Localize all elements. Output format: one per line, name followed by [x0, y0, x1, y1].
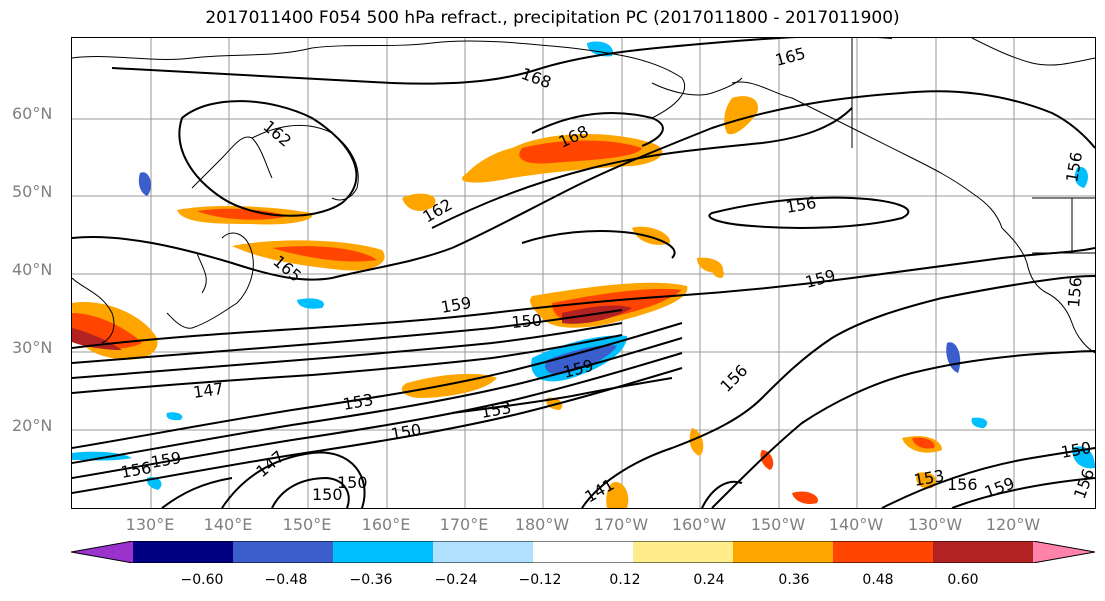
- contour-label: 147: [252, 447, 288, 481]
- lon-label: 150°E: [282, 515, 332, 534]
- map-canvas: 168 165 162 168 162 156 165 159 159 150 …: [72, 38, 1095, 508]
- colorbar-tick: 0.12: [609, 572, 641, 588]
- colorbar-segment: [533, 541, 634, 563]
- graticule: [72, 38, 1095, 508]
- lat-label: 60°N: [12, 104, 53, 123]
- height-contours: [72, 38, 1095, 508]
- contour-label: 150: [337, 473, 368, 492]
- lon-label: 120°W: [985, 515, 1041, 534]
- contour-label: 147: [192, 379, 225, 402]
- colorbar-tick: −0.48: [264, 572, 308, 588]
- precip-shading: [72, 41, 1095, 508]
- lat-label: 40°N: [12, 260, 53, 279]
- colorbar-segment: [633, 541, 734, 563]
- lon-label: 170°W: [593, 515, 649, 534]
- contour-label: 159: [149, 448, 182, 472]
- contour-label: 150: [312, 485, 343, 504]
- contour-label: 150: [389, 420, 422, 444]
- contour-label: 153: [912, 466, 945, 490]
- colorbar-segment: [133, 541, 234, 563]
- contour-label: 156: [947, 475, 978, 494]
- colorbar-tick: 0.60: [947, 572, 979, 588]
- colorbar-tick: −0.36: [349, 572, 393, 588]
- colorbar-extend-high: [1033, 541, 1095, 563]
- contour-label: 159: [982, 473, 1017, 501]
- map-panel: 168 165 162 168 162 156 165 159 159 150 …: [71, 37, 1096, 509]
- contour-label: 162: [259, 117, 295, 151]
- contour-label: 156: [784, 193, 817, 217]
- contour-label: 156: [716, 361, 751, 396]
- map-title: 2017011400 F054 500 hPa refract., precip…: [205, 8, 900, 28]
- colorbar-segment: [733, 541, 834, 563]
- colorbar-segment: [333, 541, 434, 563]
- lon-label: 160°E: [361, 515, 411, 534]
- colorbar-tick: 0.24: [693, 572, 725, 588]
- colorbar-tick: −0.12: [518, 572, 562, 588]
- contour-label: 159: [439, 293, 472, 317]
- lat-label: 30°N: [12, 338, 53, 357]
- colorbar-segment: [833, 541, 934, 563]
- colorbar-segment: [433, 541, 534, 563]
- lon-label: 140°W: [828, 515, 884, 534]
- lon-label: 180°W: [514, 515, 570, 534]
- colorbar-tick: −0.60: [180, 572, 224, 588]
- contour-label: 159: [803, 266, 837, 292]
- lat-label: 50°N: [12, 182, 53, 201]
- contour-label: 156: [1064, 276, 1086, 308]
- colorbar: [71, 541, 1095, 563]
- lon-label: 140°E: [203, 515, 253, 534]
- contour-label: 168: [519, 64, 554, 92]
- colorbar-extend-low: [71, 541, 133, 563]
- lon-label: 150°W: [750, 515, 806, 534]
- coastlines: [72, 38, 1095, 354]
- lon-label: 170°E: [439, 515, 489, 534]
- contour-label: 150: [511, 310, 543, 332]
- contour-label: 156: [1070, 466, 1095, 501]
- contour-label: 153: [341, 390, 374, 414]
- contour-label: 153: [479, 398, 512, 422]
- lon-label: 130°W: [907, 515, 963, 534]
- colorbar-segment: [933, 541, 1034, 563]
- lon-label: 130°E: [125, 515, 175, 534]
- colorbar-segment: [233, 541, 334, 563]
- lat-label: 20°N: [12, 416, 53, 435]
- colorbar-tick: 0.36: [778, 572, 810, 588]
- colorbar-tick: −0.24: [434, 572, 478, 588]
- lon-label: 160°W: [671, 515, 727, 534]
- colorbar-tick: 0.48: [862, 572, 894, 588]
- contour-label: 165: [773, 44, 807, 70]
